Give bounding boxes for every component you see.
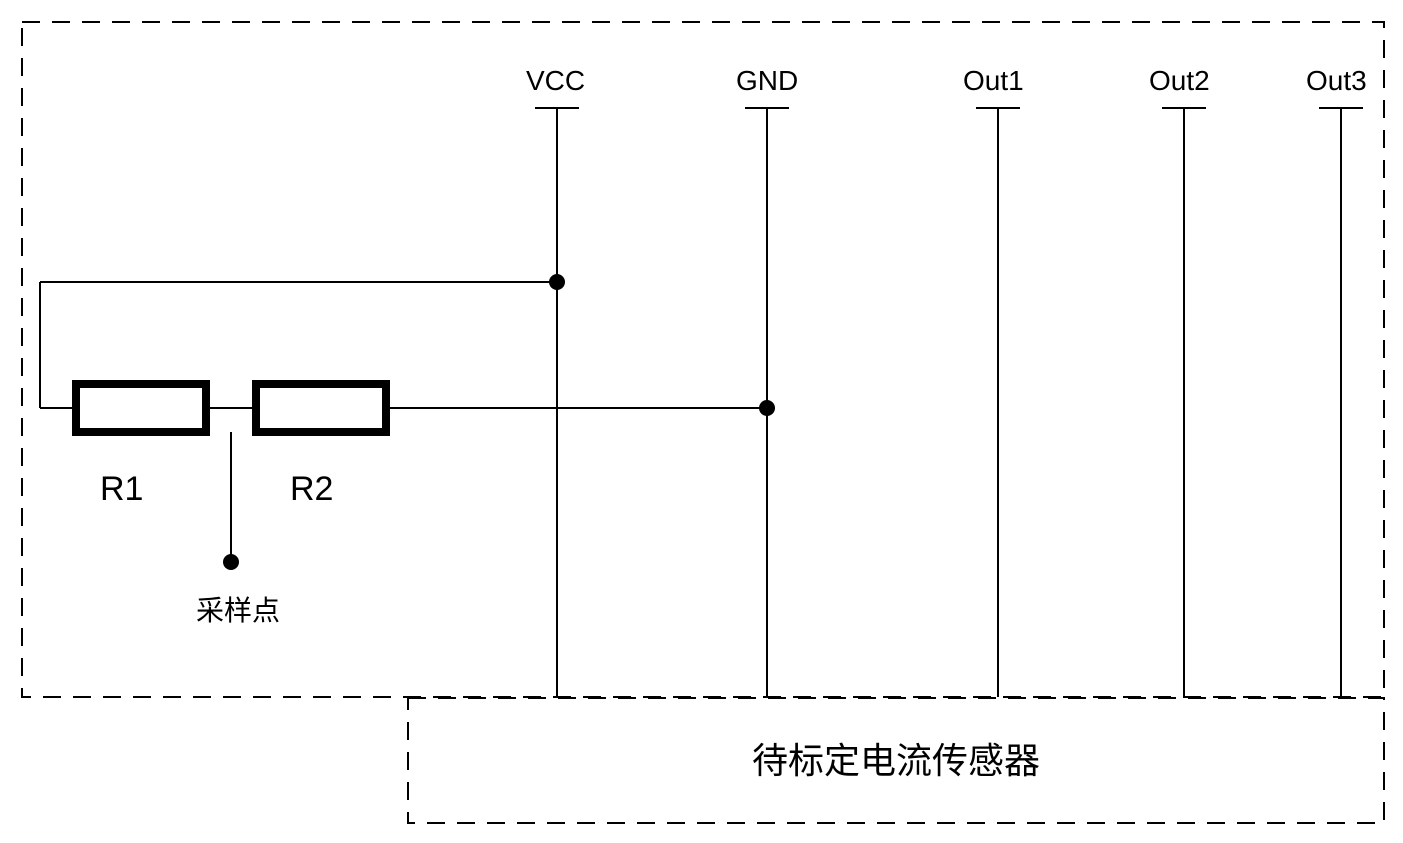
junction-dot-2 bbox=[223, 554, 239, 570]
resistor-r1 bbox=[76, 384, 206, 432]
background bbox=[0, 0, 1403, 843]
label-sample-point: 采样点 bbox=[196, 595, 280, 626]
junction-dot-0 bbox=[549, 274, 565, 290]
pin-label-vcc: VCC bbox=[526, 65, 585, 96]
circuit-diagram: VCC GND Out1 Out2 Out3 R1 R2 采样点待标定电流传感器 bbox=[0, 0, 1403, 843]
label-r2: R2 bbox=[290, 470, 333, 508]
pin-label-gnd: GND bbox=[736, 65, 798, 96]
pin-label-out3: Out3 bbox=[1306, 65, 1367, 96]
pin-label-out1: Out1 bbox=[963, 65, 1024, 96]
junction-dot-1 bbox=[759, 400, 775, 416]
pin-label-out2: Out2 bbox=[1149, 65, 1210, 96]
label-r1: R1 bbox=[100, 470, 143, 508]
resistor-r2 bbox=[256, 384, 386, 432]
label-sensor-box: 待标定电流传感器 bbox=[752, 740, 1040, 781]
